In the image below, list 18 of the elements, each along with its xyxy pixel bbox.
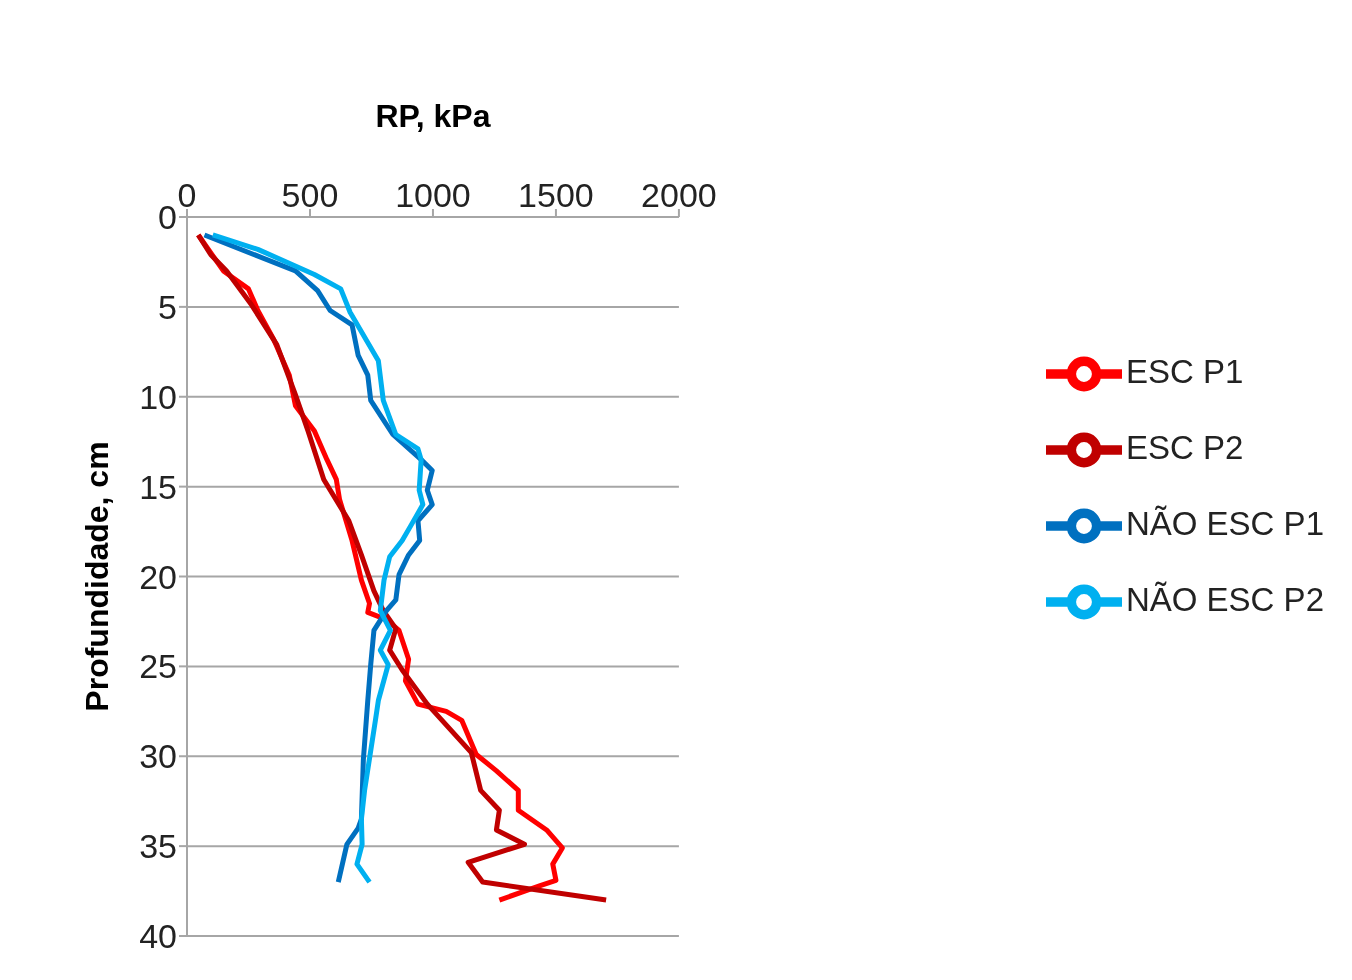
x-tick-label: 1000 (395, 176, 471, 214)
y-tick-label: 5 (158, 287, 177, 326)
y-tick-label: 10 (139, 377, 177, 416)
y-tick-label: 35 (139, 827, 177, 866)
y-tick-label: 20 (139, 557, 177, 596)
y-tick-label: 25 (139, 647, 177, 686)
x-tick-label: 2000 (641, 176, 717, 214)
x-axis-title: RP, kPa (375, 98, 491, 134)
legend-label: ESC P2 (1125, 428, 1244, 466)
y-tick-label: 15 (139, 467, 177, 506)
legend-label: NÃO ESC P2 (1125, 580, 1324, 618)
y-axis-title: Profundidade, cm (79, 441, 116, 712)
y-tick-label: 40 (139, 917, 177, 956)
legend-label: ESC P1 (1125, 352, 1244, 390)
x-tick-label: 500 (281, 176, 339, 214)
legend-label: NÃO ESC P1 (1125, 504, 1324, 542)
y-tick-label: 30 (139, 737, 177, 776)
x-tick-label: 1500 (518, 176, 594, 214)
